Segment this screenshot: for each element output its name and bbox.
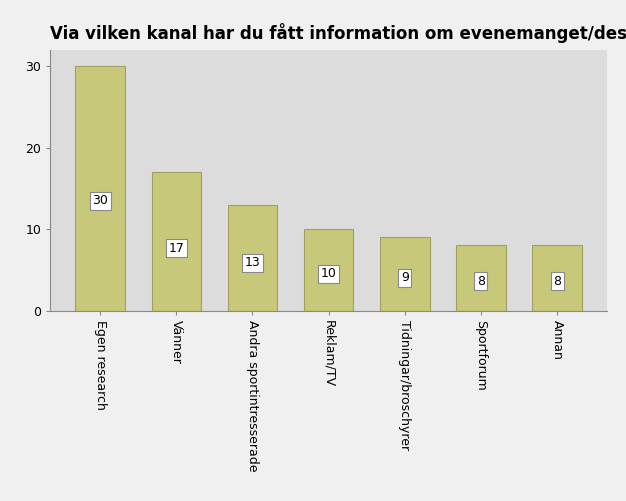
- Bar: [456, 245, 506, 311]
- Text: 9: 9: [401, 271, 409, 284]
- Text: 8: 8: [553, 275, 561, 288]
- Bar: [380, 237, 429, 311]
- Bar: [228, 205, 277, 311]
- Bar: [304, 229, 354, 311]
- Text: 30: 30: [92, 194, 108, 207]
- Bar: [532, 245, 582, 311]
- Text: 17: 17: [168, 242, 184, 255]
- Text: 8: 8: [477, 275, 485, 288]
- Text: Via vilken kanal har du fått information om evenemanget/destinationen?: Via vilken kanal har du fått information…: [50, 23, 626, 43]
- Text: 10: 10: [321, 268, 337, 281]
- Bar: [75, 66, 125, 311]
- Text: 13: 13: [245, 257, 260, 270]
- Bar: [151, 172, 201, 311]
